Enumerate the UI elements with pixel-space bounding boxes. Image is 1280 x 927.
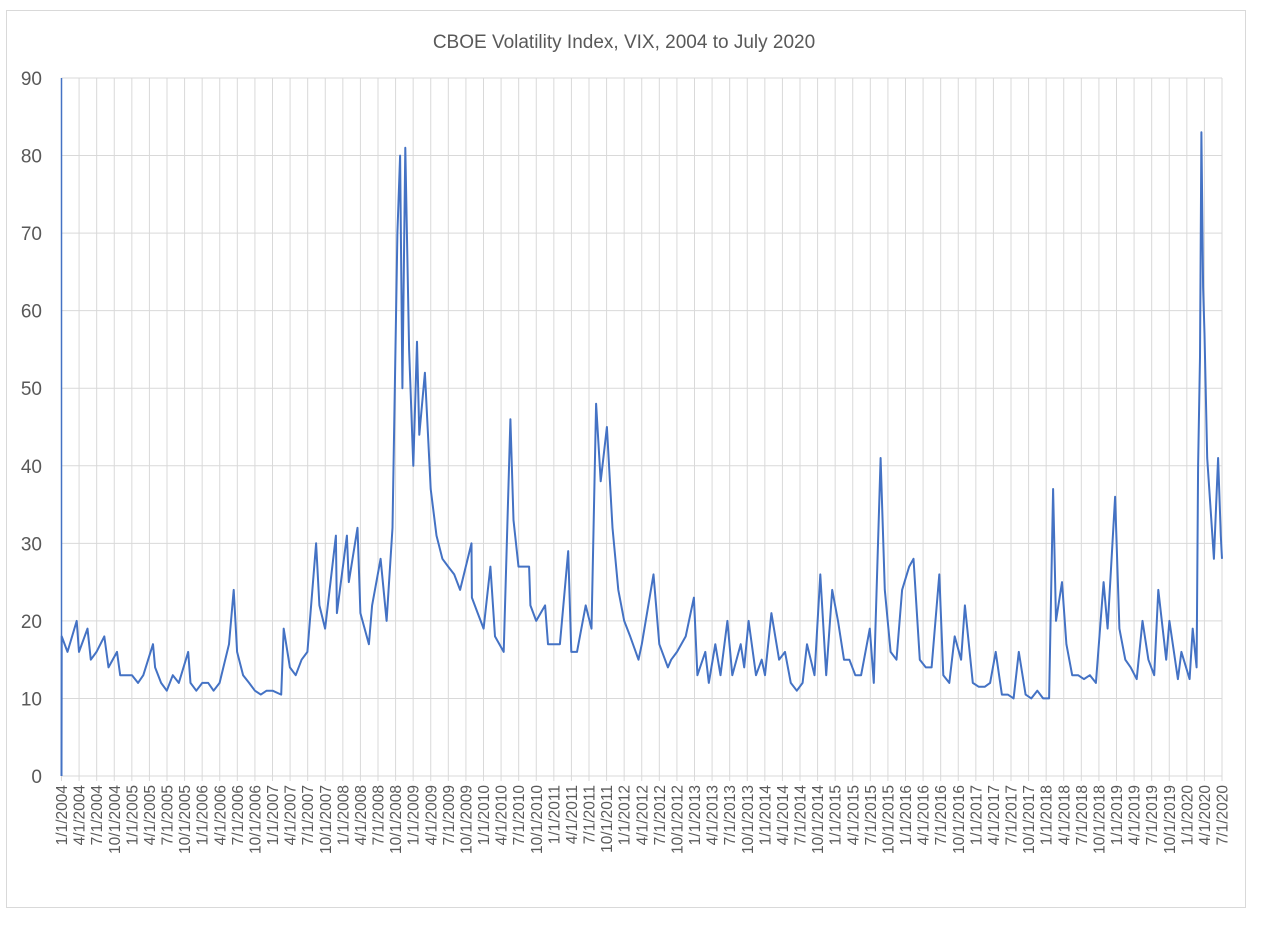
x-tick-label: 4/1/2010 — [494, 785, 511, 846]
x-tick-label: 10/1/2005 — [177, 785, 194, 854]
x-tick-label: 4/1/2013 — [705, 785, 722, 845]
x-tick-label: 7/1/2013 — [722, 785, 739, 845]
x-tick-label: 4/1/2008 — [353, 785, 370, 845]
x-tick-label: 7/1/2012 — [652, 785, 669, 845]
y-tick-label: 70 — [21, 224, 42, 245]
chart-title: CBOE Volatility Index, VIX, 2004 to July… — [433, 32, 815, 53]
x-tick-label: 1/1/2019 — [1109, 785, 1126, 845]
x-tick-label: 1/1/2016 — [898, 785, 915, 845]
x-tick-label: 4/1/2011 — [564, 785, 581, 844]
x-tick-label: 10/1/2011 — [599, 785, 616, 853]
x-tick-label: 4/1/2009 — [423, 785, 440, 845]
x-tick-label: 10/1/2008 — [388, 785, 405, 854]
y-tick-label: 30 — [21, 534, 42, 555]
x-tick-label: 1/1/2014 — [757, 785, 774, 846]
x-tick-label: 1/1/2004 — [54, 785, 71, 846]
x-tick-label: 4/1/2005 — [142, 785, 159, 845]
x-tick-label: 10/1/2012 — [669, 785, 686, 854]
y-tick-label: 10 — [21, 689, 42, 710]
x-tick-label: 4/1/2007 — [283, 785, 300, 845]
x-tick-label: 4/1/2020 — [1197, 785, 1214, 846]
x-tick-label: 10/1/2010 — [529, 785, 546, 854]
x-tick-label: 4/1/2015 — [845, 785, 862, 845]
x-tick-label: 7/1/2004 — [89, 785, 106, 846]
x-tick-label: 7/1/2006 — [230, 785, 247, 845]
y-tick-label: 20 — [21, 612, 42, 633]
x-tick-label: 10/1/2009 — [458, 785, 475, 854]
x-tick-label: 1/1/2013 — [687, 785, 704, 845]
chart-frame — [6, 10, 1246, 908]
x-tick-label: 1/1/2020 — [1179, 785, 1196, 846]
x-tick-label: 4/1/2016 — [916, 785, 933, 845]
x-axis-tick-labels: 1/1/2004 4/1/2004 7/1/2004 10/1/2004 1/1/200… — [54, 785, 1232, 854]
x-tick-label: 1/1/2010 — [476, 785, 493, 846]
x-tick-label: 7/1/2009 — [441, 785, 458, 845]
y-tick-label: 90 — [21, 69, 42, 90]
x-tick-label: 1/1/2005 — [124, 785, 141, 845]
x-tick-label: 10/1/2006 — [247, 785, 264, 854]
y-tick-label: 80 — [21, 147, 42, 168]
y-tick-label: 60 — [21, 302, 42, 323]
x-tick-label: 1/1/2018 — [1039, 785, 1056, 845]
vix-series-line — [60, 131, 1223, 777]
x-tick-label: 7/1/2016 — [933, 785, 950, 845]
x-tick-label: 7/1/2005 — [160, 785, 177, 845]
x-tick-label: 7/1/2019 — [1144, 785, 1161, 845]
x-tick-label: 7/1/2017 — [1004, 785, 1021, 845]
x-tick-label: 10/1/2019 — [1162, 785, 1179, 854]
x-tick-label: 4/1/2018 — [1056, 785, 1073, 845]
x-tick-label: 10/1/2007 — [318, 785, 335, 854]
x-tick-label: 1/1/2015 — [828, 785, 845, 845]
x-tick-label: 7/1/2020 — [1215, 785, 1232, 846]
x-tick-label: 7/1/2010 — [511, 785, 528, 846]
x-tick-label: 1/1/2012 — [617, 785, 634, 845]
x-tick-label: 4/1/2014 — [775, 785, 792, 846]
x-tick-label: 10/1/2018 — [1091, 785, 1108, 854]
x-tick-label: 7/1/2011 — [582, 785, 599, 844]
x-tick-label: 1/1/2006 — [195, 785, 212, 845]
x-tick-label: 7/1/2015 — [863, 785, 880, 845]
x-tick-label: 1/1/2011 — [546, 785, 563, 844]
x-tick-label: 4/1/2012 — [634, 785, 651, 845]
x-tick-label: 7/1/2008 — [371, 785, 388, 845]
x-tick-label: 4/1/2006 — [212, 785, 229, 845]
x-tick-label: 10/1/2017 — [1021, 785, 1038, 854]
x-tick-label: 4/1/2004 — [72, 785, 89, 846]
x-tick-label: 10/1/2016 — [951, 785, 968, 854]
x-tick-label: 1/1/2008 — [335, 785, 352, 845]
x-tick-label: 1/1/2007 — [265, 785, 282, 845]
y-axis-tick-labels: 0 10 20 30 40 50 60 70 80 90 — [21, 69, 42, 788]
x-tick-label: 7/1/2018 — [1074, 785, 1091, 845]
y-tick-label: 50 — [21, 379, 42, 400]
y-tick-label: 40 — [21, 457, 42, 478]
x-tick-label: 10/1/2013 — [740, 785, 757, 854]
x-tick-label: 4/1/2019 — [1127, 785, 1144, 845]
x-tick-label: 1/1/2009 — [406, 785, 423, 845]
x-tick-label: 10/1/2014 — [810, 785, 827, 854]
y-tick-label: 0 — [31, 767, 42, 788]
x-tick-label: 7/1/2014 — [793, 785, 810, 846]
x-tick-label: 7/1/2007 — [300, 785, 317, 845]
x-tick-label: 1/1/2017 — [968, 785, 985, 845]
gridlines — [61, 77, 1223, 781]
x-tick-label: 4/1/2017 — [986, 785, 1003, 845]
x-tick-label: 10/1/2004 — [107, 785, 124, 854]
x-tick-label: 10/1/2015 — [880, 785, 897, 854]
